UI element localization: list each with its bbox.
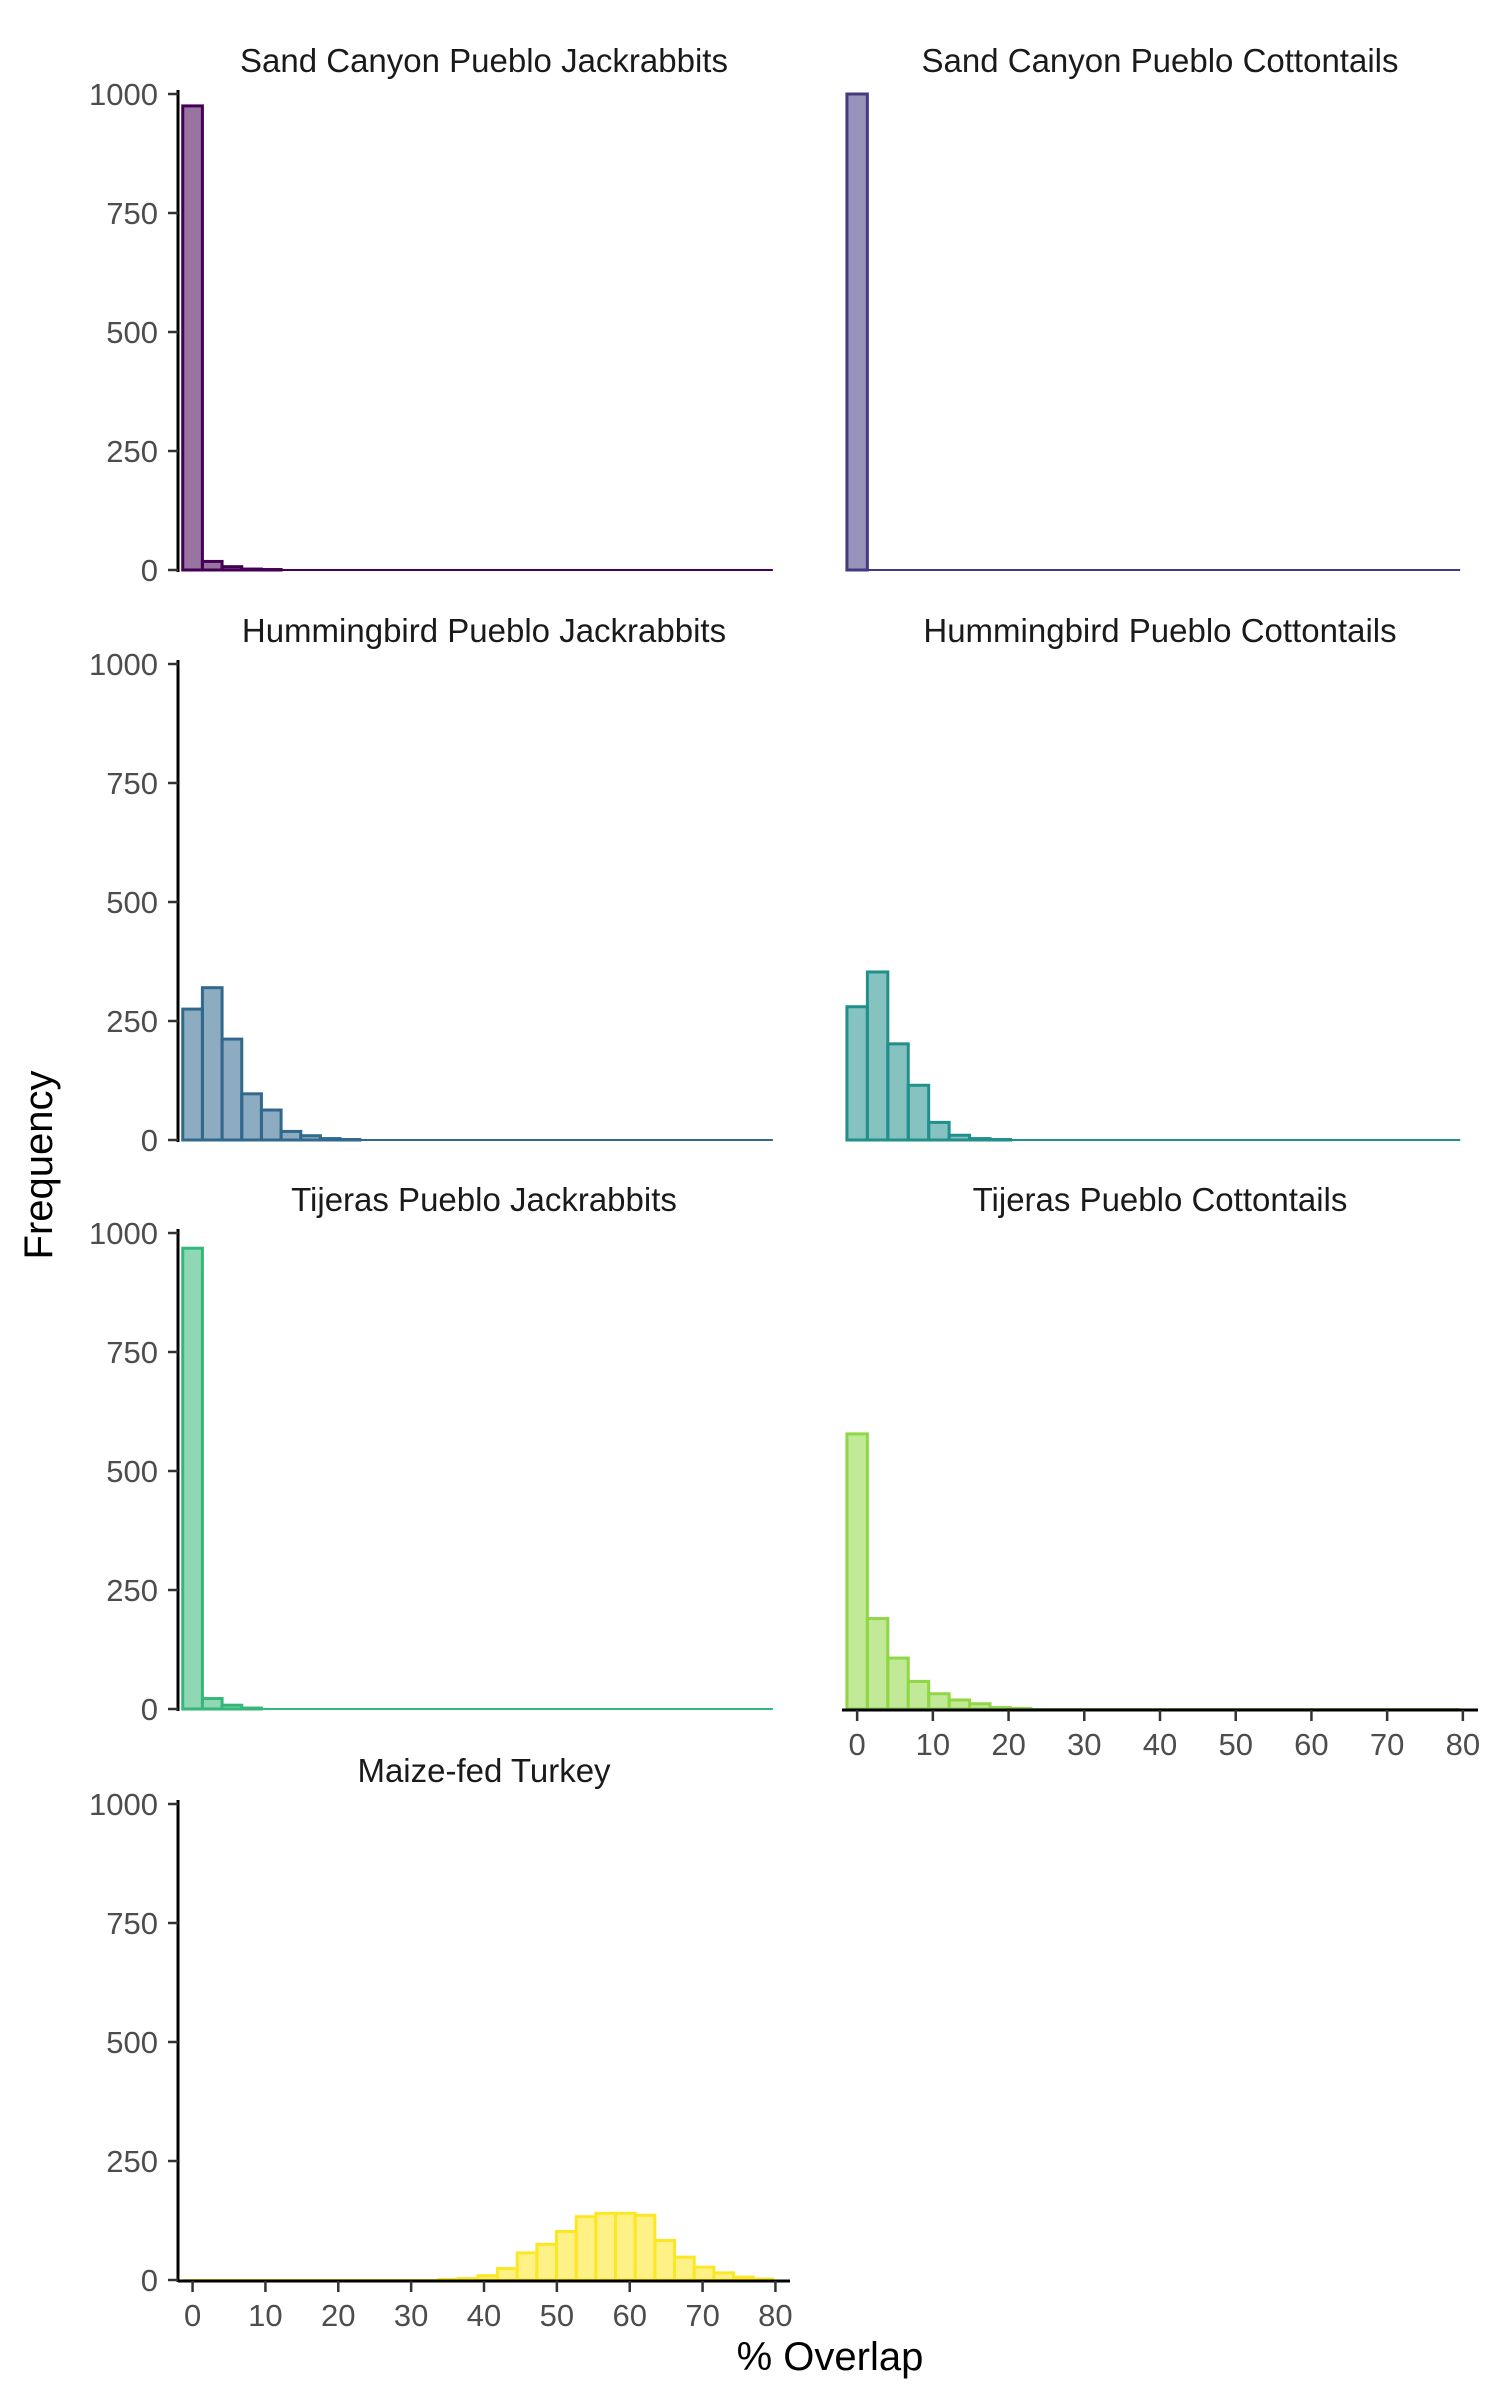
x-tick-label: 0 [849,1727,866,1762]
histogram-bar [594,2211,618,2282]
panel-title-tijeras-pueblo-jackrabbits: Tijeras Pueblo Jackrabbits [291,1181,677,1218]
histogram-bar [692,2265,716,2282]
panel-title-hummingbird-pueblo-cottontails: Hummingbird Pueblo Cottontails [923,612,1396,649]
x-tick-label: 0 [184,2298,201,2333]
histogram-bar [633,2213,657,2282]
y-tick-label: 750 [106,1335,158,1370]
y-tick-label: 250 [106,1573,158,1608]
histogram-bar [181,1007,204,1142]
histogram-bar [845,1005,869,1142]
x-tick-label: 60 [612,2298,646,2333]
x-tick-label: 20 [321,2298,355,2333]
histogram-bar [240,1092,263,1142]
x-axis-title: % Overlap [737,2335,924,2379]
y-tick-label: 500 [106,885,158,920]
x-tick-label: 30 [1067,1727,1101,1762]
x-tick-label: 40 [467,2298,501,2333]
y-tick-label: 500 [106,1454,158,1489]
histogram-bar [200,986,224,1142]
histogram-bar [574,2215,598,2282]
y-tick-label: 1000 [89,1216,158,1251]
histogram-bar [181,104,204,572]
y-tick-label: 1000 [89,647,158,682]
histogram-bar [865,1617,890,1711]
y-tick-label: 250 [106,434,158,469]
x-tick-label: 10 [916,1727,950,1762]
histogram-bar [200,1697,224,1711]
histogram-bar [886,1656,910,1711]
histogram-bar [495,2267,519,2282]
y-tick-label: 750 [106,766,158,801]
panel-title-hummingbird-pueblo-jackrabbits: Hummingbird Pueblo Jackrabbits [242,612,726,649]
histogram-bar [279,1129,303,1142]
y-tick-label: 500 [106,315,158,350]
y-tick-label: 750 [106,1906,158,1941]
histogram-bar [845,1432,869,1711]
x-tick-label: 20 [991,1727,1025,1762]
x-tick-label: 10 [248,2298,282,2333]
y-axis-title: Frequency [17,1071,61,1260]
panel-title-sand-canyon-pueblo-cottontails: Sand Canyon Pueblo Cottontails [922,42,1399,79]
y-tick-label: 250 [106,1004,158,1039]
y-tick-label: 500 [106,2025,158,2060]
histogram-bar [181,1246,204,1711]
histogram-bar [906,1679,931,1711]
histogram-bar [220,1037,244,1142]
histogram-bar [653,2238,677,2282]
panel-title-tijeras-pueblo-cottontails: Tijeras Pueblo Cottontails [973,1181,1348,1218]
y-tick-label: 0 [141,1123,158,1158]
y-tick-label: 750 [106,196,158,231]
panel-title-sand-canyon-pueblo-jackrabbits: Sand Canyon Pueblo Jackrabbits [240,42,728,79]
x-tick-label: 40 [1143,1727,1177,1762]
histogram-bar [614,2211,637,2282]
histogram-bar [845,92,869,572]
histogram-bar [712,2271,736,2282]
histogram-bar [927,1692,951,1711]
y-tick-label: 0 [141,553,158,588]
y-tick-label: 1000 [89,1787,158,1822]
histogram-bar [259,1108,283,1142]
histogram-bar [927,1120,951,1142]
histogram-bar [554,2229,578,2282]
histogram-bar [906,1083,931,1142]
histogram-bar [535,2242,558,2282]
histogram-bar [200,559,224,572]
y-tick-label: 250 [106,2144,158,2179]
histogram-bar [947,1698,972,1711]
x-tick-label: 60 [1294,1727,1328,1762]
histogram-bar [515,2251,539,2282]
panel-title-maize-fed-turkey: Maize-fed Turkey [357,1752,611,1789]
y-tick-label: 1000 [89,77,158,112]
x-tick-label: 50 [540,2298,574,2333]
x-tick-label: 50 [1218,1727,1252,1762]
x-tick-label: 80 [758,2298,792,2333]
x-tick-label: 80 [1446,1727,1480,1762]
histogram-bar [886,1042,910,1142]
y-tick-label: 0 [141,1692,158,1727]
y-tick-label: 0 [141,2263,158,2298]
x-tick-label: 30 [394,2298,428,2333]
x-tick-label: 70 [685,2298,719,2333]
histogram-bar [865,970,890,1142]
histogram-bar [673,2255,696,2282]
x-tick-label: 70 [1370,1727,1404,1762]
